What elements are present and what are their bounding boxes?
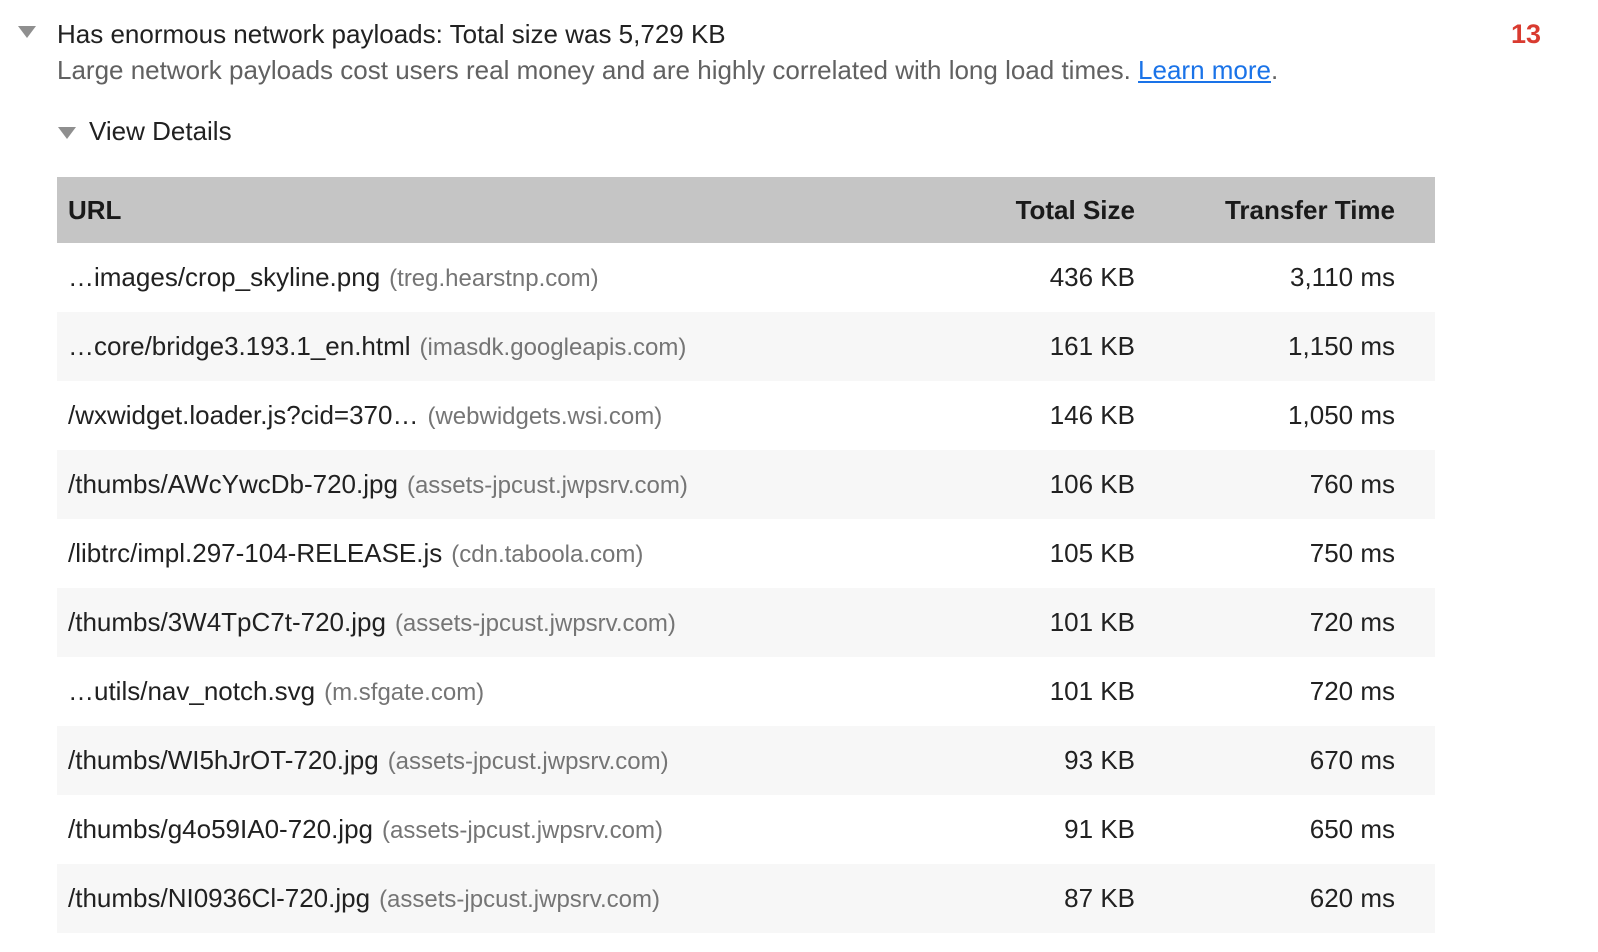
- column-header-transfer-time: Transfer Time: [1135, 177, 1435, 243]
- total-size-value: 436 KB: [1049, 262, 1135, 292]
- resource-url: /thumbs/3W4TpC7t-720.jpg: [68, 607, 386, 637]
- table-header-row: URL Total Size Transfer Time: [57, 177, 1435, 243]
- resource-url: /thumbs/AWcYwcDb-720.jpg: [68, 469, 398, 499]
- table-row: /thumbs/AWcYwcDb-720.jpg (assets-jpcust.j…: [57, 450, 1435, 519]
- resource-url: …core/bridge3.193.1_en.html: [68, 331, 411, 361]
- resource-domain: (webwidgets.wsi.com): [427, 403, 663, 430]
- audit-title: Has enormous network payloads: Total siz…: [57, 19, 726, 49]
- table-row: /thumbs/3W4TpC7t-720.jpg (assets-jpcust.j…: [57, 588, 1435, 657]
- table-row: …utils/nav_notch.svg (m.sfgate.com) 101 K…: [57, 657, 1435, 726]
- column-header-total-size: Total Size: [915, 177, 1135, 243]
- total-size-value: 106 KB: [1049, 469, 1135, 499]
- payloads-table: URL Total Size Transfer Time …images/cro…: [57, 177, 1435, 933]
- table-row: /thumbs/NI0936Cl-720.jpg (assets-jpcust.j…: [57, 864, 1435, 933]
- resource-domain: (cdn.taboola.com): [451, 541, 644, 568]
- resource-url: …images/crop_skyline.png: [68, 262, 381, 292]
- resource-url: …utils/nav_notch.svg: [68, 676, 316, 706]
- resource-domain: (assets-jpcust.jwpsrv.com): [382, 817, 663, 844]
- table-row: /libtrc/impl.297-104-RELEASE.js (cdn.tabo…: [57, 519, 1435, 588]
- view-details-triangle-icon[interactable]: [58, 127, 76, 139]
- transfer-time-value: 620 ms: [1309, 883, 1395, 913]
- total-size-value: 161 KB: [1049, 331, 1135, 361]
- transfer-time-value: 3,110 ms: [1289, 262, 1395, 292]
- column-header-url: URL: [57, 177, 915, 243]
- total-size-value: 91 KB: [1064, 814, 1135, 844]
- learn-more-link[interactable]: Learn more: [1138, 55, 1271, 85]
- resource-domain: (m.sfgate.com): [324, 679, 485, 706]
- transfer-time-value: 750 ms: [1309, 538, 1395, 568]
- payloads-table-body: …images/crop_skyline.png (treg.hearstnp.c…: [57, 243, 1435, 933]
- total-size-value: 146 KB: [1049, 400, 1135, 430]
- transfer-time-value: 1,150 ms: [1288, 331, 1395, 361]
- total-size-value: 87 KB: [1064, 883, 1135, 913]
- audit-description-text: Large network payloads cost users real m…: [57, 55, 1131, 85]
- audit-title-block: Has enormous network payloads: Total siz…: [57, 16, 1541, 88]
- transfer-time-value: 1,050 ms: [1288, 400, 1395, 430]
- audit-header: Has enormous network payloads: Total siz…: [18, 16, 1541, 88]
- transfer-time-value: 720 ms: [1309, 607, 1395, 637]
- resource-url: /libtrc/impl.297-104-RELEASE.js: [68, 538, 443, 568]
- transfer-time-value: 720 ms: [1309, 676, 1395, 706]
- resource-domain: (assets-jpcust.jwpsrv.com): [387, 748, 669, 775]
- audit-description: Large network payloads cost users real m…: [57, 52, 1541, 88]
- total-size-value: 105 KB: [1049, 538, 1135, 568]
- total-size-value: 93 KB: [1064, 745, 1135, 775]
- resource-domain: (treg.hearstnp.com): [389, 265, 599, 292]
- transfer-time-value: 650 ms: [1309, 814, 1395, 844]
- table-row: /thumbs/WI5hJrOT-720.jpg (assets-jpcust.j…: [57, 726, 1435, 795]
- audit-count-badge: 13: [1510, 19, 1541, 49]
- total-size-value: 101 KB: [1049, 607, 1135, 637]
- table-row: …images/crop_skyline.png (treg.hearstnp.c…: [57, 243, 1435, 312]
- resource-url: /thumbs/g4o59IA0-720.jpg: [68, 814, 373, 844]
- table-row: …core/bridge3.193.1_en.html (imasdk.googl…: [57, 312, 1435, 381]
- total-size-value: 101 KB: [1049, 676, 1135, 706]
- resource-url: /thumbs/NI0936Cl-720.jpg: [68, 883, 371, 913]
- view-details-toggle[interactable]: View Details: [58, 116, 1598, 147]
- resource-domain: (assets-jpcust.jwpsrv.com): [379, 886, 660, 913]
- table-row: /thumbs/g4o59IA0-720.jpg (assets-jpcust.j…: [57, 795, 1435, 864]
- learn-more-period: .: [1271, 55, 1279, 85]
- resource-domain: (assets-jpcust.jwpsrv.com): [394, 610, 676, 637]
- transfer-time-value: 670 ms: [1309, 745, 1395, 775]
- resource-domain: (imasdk.googleapis.com): [419, 334, 687, 361]
- resource-domain: (assets-jpcust.jwpsrv.com): [406, 472, 688, 499]
- resource-url: /thumbs/WI5hJrOT-720.jpg: [68, 745, 379, 775]
- table-row: /wxwidget.loader.js?cid=370… (webwidgets.…: [57, 381, 1435, 450]
- resource-url: /wxwidget.loader.js?cid=370…: [68, 400, 419, 430]
- view-details-label: View Details: [89, 116, 232, 146]
- audit-expand-triangle-icon[interactable]: [18, 26, 36, 38]
- transfer-time-value: 760 ms: [1309, 469, 1395, 499]
